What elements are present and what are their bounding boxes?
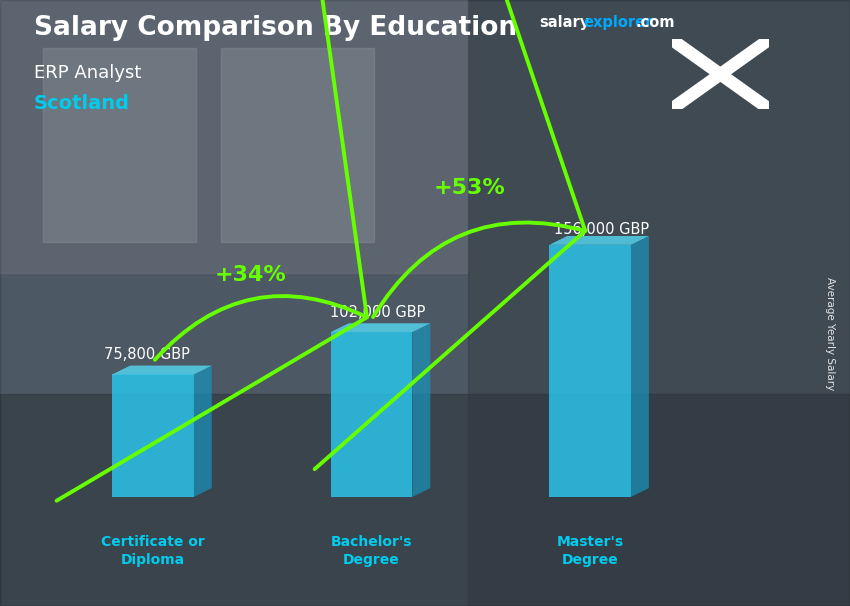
Bar: [0, 394, 850, 606]
Polygon shape: [631, 236, 649, 497]
Text: explorer: explorer: [583, 15, 653, 30]
Text: +34%: +34%: [215, 265, 286, 285]
Polygon shape: [112, 375, 194, 497]
Polygon shape: [331, 332, 412, 497]
Text: +53%: +53%: [434, 178, 505, 198]
Text: ERP Analyst: ERP Analyst: [34, 64, 141, 82]
Text: salary: salary: [540, 15, 590, 30]
Bar: [221, 48, 374, 242]
Polygon shape: [412, 323, 430, 497]
Text: Salary Comparison By Education: Salary Comparison By Education: [34, 15, 517, 41]
Text: 75,800 GBP: 75,800 GBP: [105, 347, 190, 362]
Text: 102,000 GBP: 102,000 GBP: [330, 305, 425, 320]
Polygon shape: [549, 245, 631, 497]
Polygon shape: [549, 236, 649, 245]
Text: Scotland: Scotland: [34, 94, 130, 113]
Text: Average Yearly Salary: Average Yearly Salary: [824, 277, 835, 390]
Bar: [42, 48, 196, 242]
Text: Bachelor's
Degree: Bachelor's Degree: [331, 534, 412, 567]
Polygon shape: [331, 323, 430, 332]
Bar: [468, 0, 850, 606]
Text: Master's
Degree: Master's Degree: [557, 534, 624, 567]
Text: .com: .com: [636, 15, 675, 30]
Polygon shape: [112, 365, 212, 375]
Text: 156,000 GBP: 156,000 GBP: [554, 222, 649, 237]
Bar: [0, 0, 468, 273]
Polygon shape: [194, 365, 212, 497]
Text: Certificate or
Diploma: Certificate or Diploma: [101, 534, 205, 567]
